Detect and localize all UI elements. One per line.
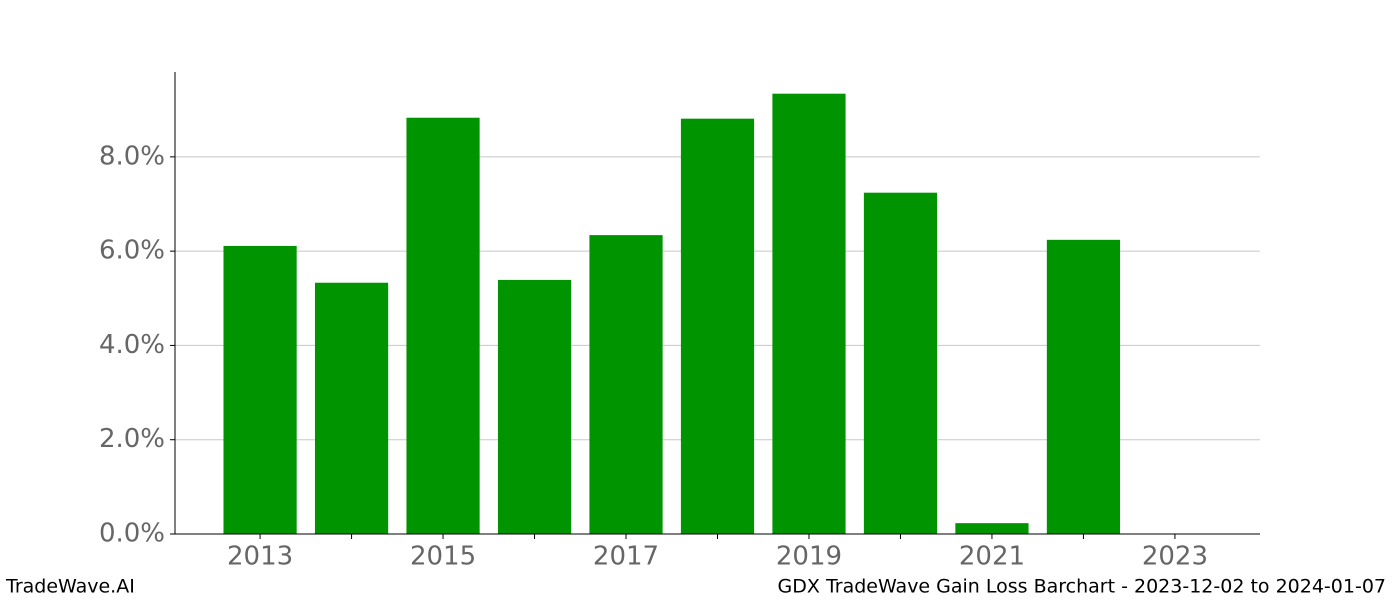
bar — [223, 245, 297, 534]
y-tick-label: 8.0% — [99, 141, 165, 171]
y-tick-label: 2.0% — [99, 424, 165, 454]
x-tick-label: 2023 — [1142, 542, 1208, 572]
footer-right: GDX TradeWave Gain Loss Barchart - 2023-… — [778, 576, 1386, 598]
bar — [772, 93, 846, 534]
bar — [406, 117, 480, 534]
bar — [497, 279, 572, 534]
bar — [680, 118, 755, 535]
bar — [589, 235, 663, 534]
bar — [1046, 239, 1121, 535]
x-tick-label: 2021 — [959, 542, 1025, 572]
bar — [314, 282, 389, 534]
x-tick-label: 2013 — [227, 542, 293, 572]
bar — [955, 523, 1029, 534]
y-tick-label: 4.0% — [99, 330, 165, 360]
x-tick-label: 2019 — [776, 542, 842, 572]
x-tick-label: 2017 — [593, 542, 659, 572]
footer-left: TradeWave.AI — [5, 576, 135, 598]
y-tick-label: 0.0% — [99, 519, 165, 549]
y-tick-label: 6.0% — [99, 236, 165, 266]
bar — [863, 192, 938, 534]
x-tick-label: 2015 — [410, 542, 476, 572]
